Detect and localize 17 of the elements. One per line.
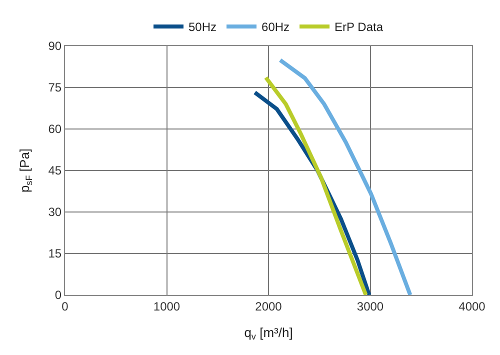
y-tick-label: 0 xyxy=(54,288,62,302)
y-tick-label: 15 xyxy=(48,246,62,261)
x-tick-label: 2000 xyxy=(255,299,282,314)
y-tick-label: 45 xyxy=(48,164,62,178)
y-tick-label: 90 xyxy=(48,39,62,54)
x-tick-label: 1000 xyxy=(153,299,180,314)
line-series xyxy=(278,58,412,295)
legend-label: 60Hz xyxy=(262,20,290,34)
x-axis-title: q$_{v}$ [m³/h] xyxy=(244,325,293,342)
legend-label: 50Hz xyxy=(188,20,217,34)
y-tick-label: 75 xyxy=(48,80,62,95)
legend-label: ErP Data xyxy=(334,20,384,34)
x-tick-label: 3000 xyxy=(356,299,384,314)
y-tick-label: 30 xyxy=(48,205,62,220)
line-series xyxy=(264,76,368,295)
x-tick-label: 4000 xyxy=(458,299,486,314)
y-tick-label: 60 xyxy=(48,122,62,136)
